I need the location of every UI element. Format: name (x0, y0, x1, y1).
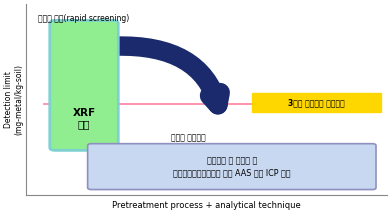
Text: 오염도 정밀분석: 오염도 정밀분석 (171, 134, 206, 143)
Text: 오염도 평가(rapid screening): 오염도 평가(rapid screening) (38, 14, 130, 23)
FancyBboxPatch shape (252, 93, 382, 112)
FancyArrowPatch shape (116, 46, 220, 105)
FancyBboxPatch shape (88, 144, 376, 190)
Text: 3지역 토양오염 우려기준: 3지역 토양오염 우려기준 (288, 98, 345, 107)
X-axis label: Pretreatment process + analytical technique: Pretreatment process + analytical techni… (112, 201, 301, 210)
Text: 시료채취 및 전처리 후
토양오염공정시험기준 적용 AAS 또는 ICP 분석: 시료채취 및 전처리 후 토양오염공정시험기준 적용 AAS 또는 ICP 분석 (173, 156, 291, 177)
FancyBboxPatch shape (50, 20, 118, 150)
Y-axis label: Detection limit
(mg-metal/kg-soil): Detection limit (mg-metal/kg-soil) (4, 64, 23, 135)
Text: XRF
분석: XRF 분석 (72, 108, 95, 130)
